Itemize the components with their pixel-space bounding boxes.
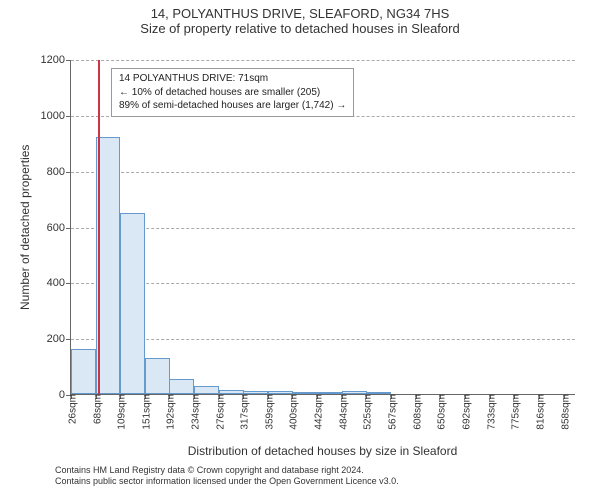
xtick-label: 442sqm [310,394,325,430]
xtick-label: 359sqm [261,394,276,430]
histogram-bar [194,386,219,394]
xtick-label: 692sqm [458,394,473,430]
xtick-label: 608sqm [408,394,423,430]
histogram-bar [145,358,170,394]
xtick-label: 192sqm [162,394,177,430]
xtick-label: 484sqm [335,394,350,430]
gridline [71,172,575,173]
histogram-bar [120,213,145,394]
xtick-label: 317sqm [236,394,251,430]
marker-line [98,60,100,394]
xtick-label: 816sqm [531,394,546,430]
xtick-label: 775sqm [507,394,522,430]
xtick-label: 276sqm [212,394,227,430]
xtick-label: 68sqm [88,394,103,424]
gridline [71,60,575,61]
annotation-box: 14 POLYANTHUS DRIVE: 71sqm← 10% of detac… [111,68,354,117]
page-title-1: 14, POLYANTHUS DRIVE, SLEAFORD, NG34 7HS [0,0,600,21]
xtick-label: 650sqm [433,394,448,430]
footer-line-2: Contains public sector information licen… [55,476,399,487]
ylabel: Number of detached properties [18,145,32,310]
xtick-label: 151sqm [138,394,153,430]
gridline [71,228,575,229]
footer: Contains HM Land Registry data © Crown c… [55,465,399,487]
footer-line-1: Contains HM Land Registry data © Crown c… [55,465,399,476]
xtick-label: 234sqm [187,394,202,430]
histogram-bar [71,349,96,394]
gridline [71,339,575,340]
gridline [71,283,575,284]
xtick-label: 858sqm [556,394,571,430]
ytick-label: 800 [47,166,71,178]
annotation-line: ← 10% of detached houses are smaller (20… [119,86,346,100]
ytick-label: 200 [47,333,71,345]
chart-plot-area: 02004006008001000120026sqm68sqm109sqm151… [70,60,575,395]
annotation-line: 89% of semi-detached houses are larger (… [119,99,346,113]
ytick-label: 600 [47,222,71,234]
annotation-line: 14 POLYANTHUS DRIVE: 71sqm [119,72,346,86]
xtick-label: 567sqm [384,394,399,430]
xtick-label: 26sqm [64,394,79,424]
ytick-label: 400 [47,277,71,289]
histogram-bar [169,379,194,394]
page-title-2: Size of property relative to detached ho… [0,21,600,36]
xtick-label: 400sqm [285,394,300,430]
xtick-label: 109sqm [113,394,128,430]
xtick-label: 733sqm [482,394,497,430]
xlabel: Distribution of detached houses by size … [70,444,575,458]
ytick-label: 1000 [41,110,71,122]
xtick-label: 525sqm [359,394,374,430]
ytick-label: 1200 [41,54,71,66]
